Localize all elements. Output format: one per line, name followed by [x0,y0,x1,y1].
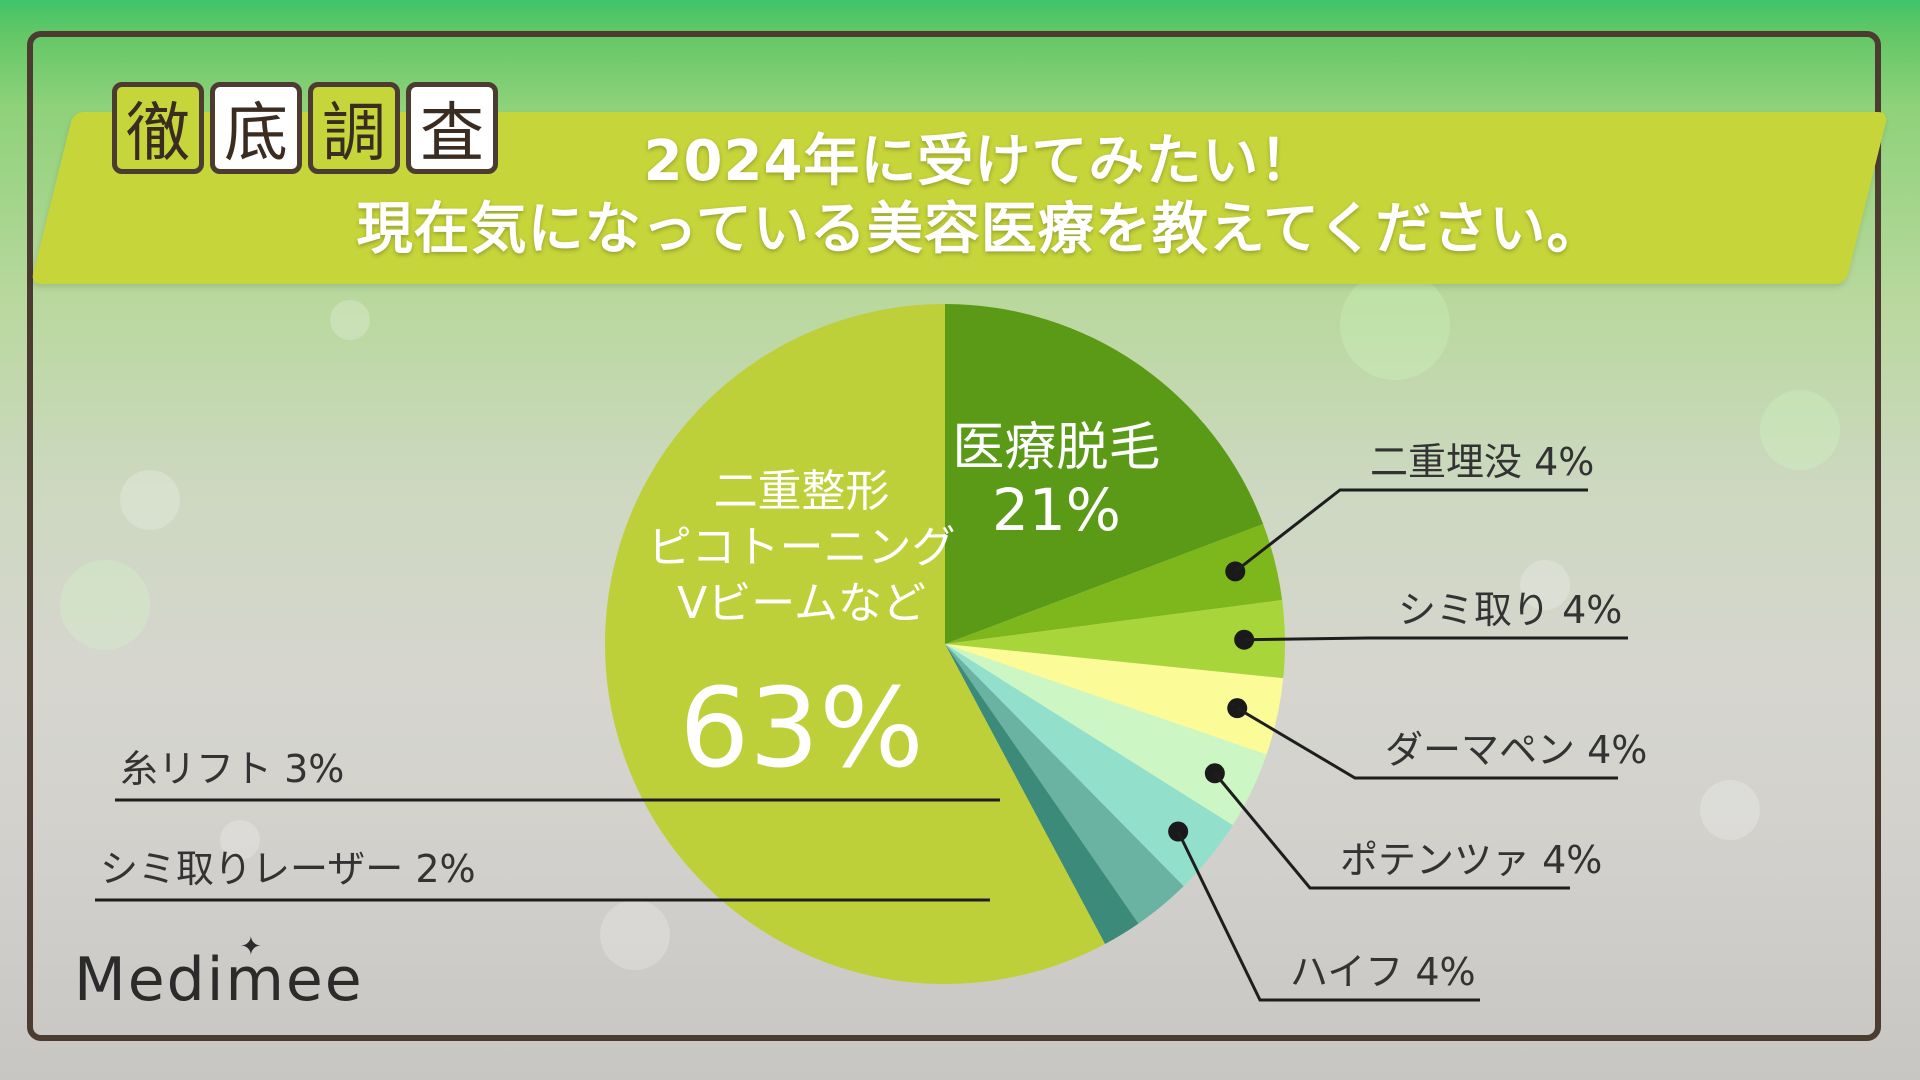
pie-slice [945,600,1285,679]
survey-tag: 査 [406,82,498,174]
pie-slice [945,524,1283,644]
brand-logo: Medimee [74,945,364,1015]
callout-label: ハイフ 4% [1290,950,1476,994]
survey-tag: 徹 [112,82,204,174]
pie-slice [945,644,1184,924]
slice-value-other: 63% [679,664,924,792]
outer-frame [27,31,1881,1041]
page-title: 2024年に受けてみたい！ 現在気になっている美容医療を教えてください。 [180,128,1780,264]
pie-slice [604,304,1106,984]
slice-label-other-line: ピコトーニング [648,522,956,573]
slice-label-other-line: 二重整形 [714,466,890,517]
pie-slice [945,644,1139,944]
callout-label: 二重埋没 4% [1370,440,1594,484]
slice-label-other-line: Vビームなど [677,578,926,629]
callout-line [1176,830,1480,1002]
callout-line [1244,636,1628,642]
survey-tag-group: 徹 底 調 査 [112,82,498,174]
survey-tag: 底 [210,82,302,174]
pie-slice [945,304,1264,644]
callout-label: シミ取りレーザー 2% [100,847,476,891]
callout-line [1236,706,1618,780]
sparkle-icon: ✦ [240,932,262,962]
slice-label-main: 医療脱毛 [952,418,1160,478]
callout-label: 糸リフト 3% [120,747,344,791]
pie-slice [945,644,1267,826]
callout-line [1213,772,1570,890]
pie-slice [945,644,1284,755]
callout-label: ポテンツァ 4% [1340,838,1602,882]
slice-value-main: 21% [992,476,1121,544]
survey-tag: 調 [308,82,400,174]
callout-label: シミ取り 4% [1398,588,1622,632]
pie-slice [945,644,1233,887]
title-line-2: 現在気になっている美容医療を教えてください。 [356,197,1604,262]
callout-label: ダーマペン 4% [1385,728,1647,772]
title-line-1: 2024年に受けてみたい！ [643,129,1317,194]
callout-line [1234,488,1588,573]
